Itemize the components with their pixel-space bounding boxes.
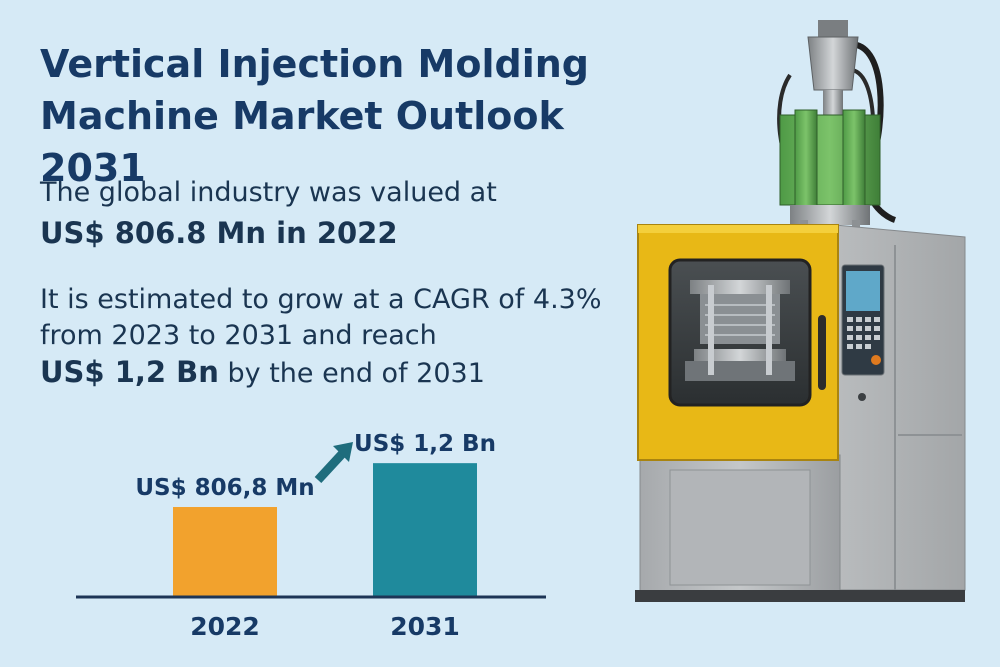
data-label-2022: US$ 806,8 Mn (135, 475, 314, 501)
valuation-text: The global industry was valued at US$ 80… (40, 175, 497, 251)
growth-text: It is estimated to grow at a CAGR of 4.3… (40, 282, 640, 392)
trend-arrow-head (333, 442, 353, 462)
data-label-2031: US$ 1,2 Bn (354, 431, 496, 457)
bar-2031 (373, 463, 477, 597)
growth-line-3: US$ 1,2 Bn by the end of 2031 (40, 354, 640, 392)
x-tick-2031: 2031 (390, 612, 460, 641)
page-title: Vertical Injection Molding Machine Marke… (40, 38, 680, 194)
growth-line-1: It is estimated to grow at a CAGR of 4.3… (40, 284, 602, 315)
injection-molding-machine-illustration (635, 20, 966, 602)
growth-amount: US$ 1,2 Bn (40, 355, 219, 389)
title-line-1: Vertical Injection Molding (40, 42, 589, 86)
growth-line-2: from 2023 to 2031 and reach (40, 320, 437, 351)
x-tick-2022: 2022 (190, 612, 260, 641)
valuation-amount: US$ 806.8 Mn in 2022 (40, 216, 398, 250)
title-line-2: Machine Market Outlook 2031 (40, 94, 564, 190)
growth-suffix: by the end of 2031 (218, 358, 485, 389)
market-bar-chart: US$ 806,8 Mn 2022 US$ 1,2 Bn 2031 (76, 431, 546, 641)
bar-2022 (173, 507, 277, 597)
valuation-intro: The global industry was valued at (40, 177, 497, 208)
trend-arrow-shaft (314, 450, 346, 484)
